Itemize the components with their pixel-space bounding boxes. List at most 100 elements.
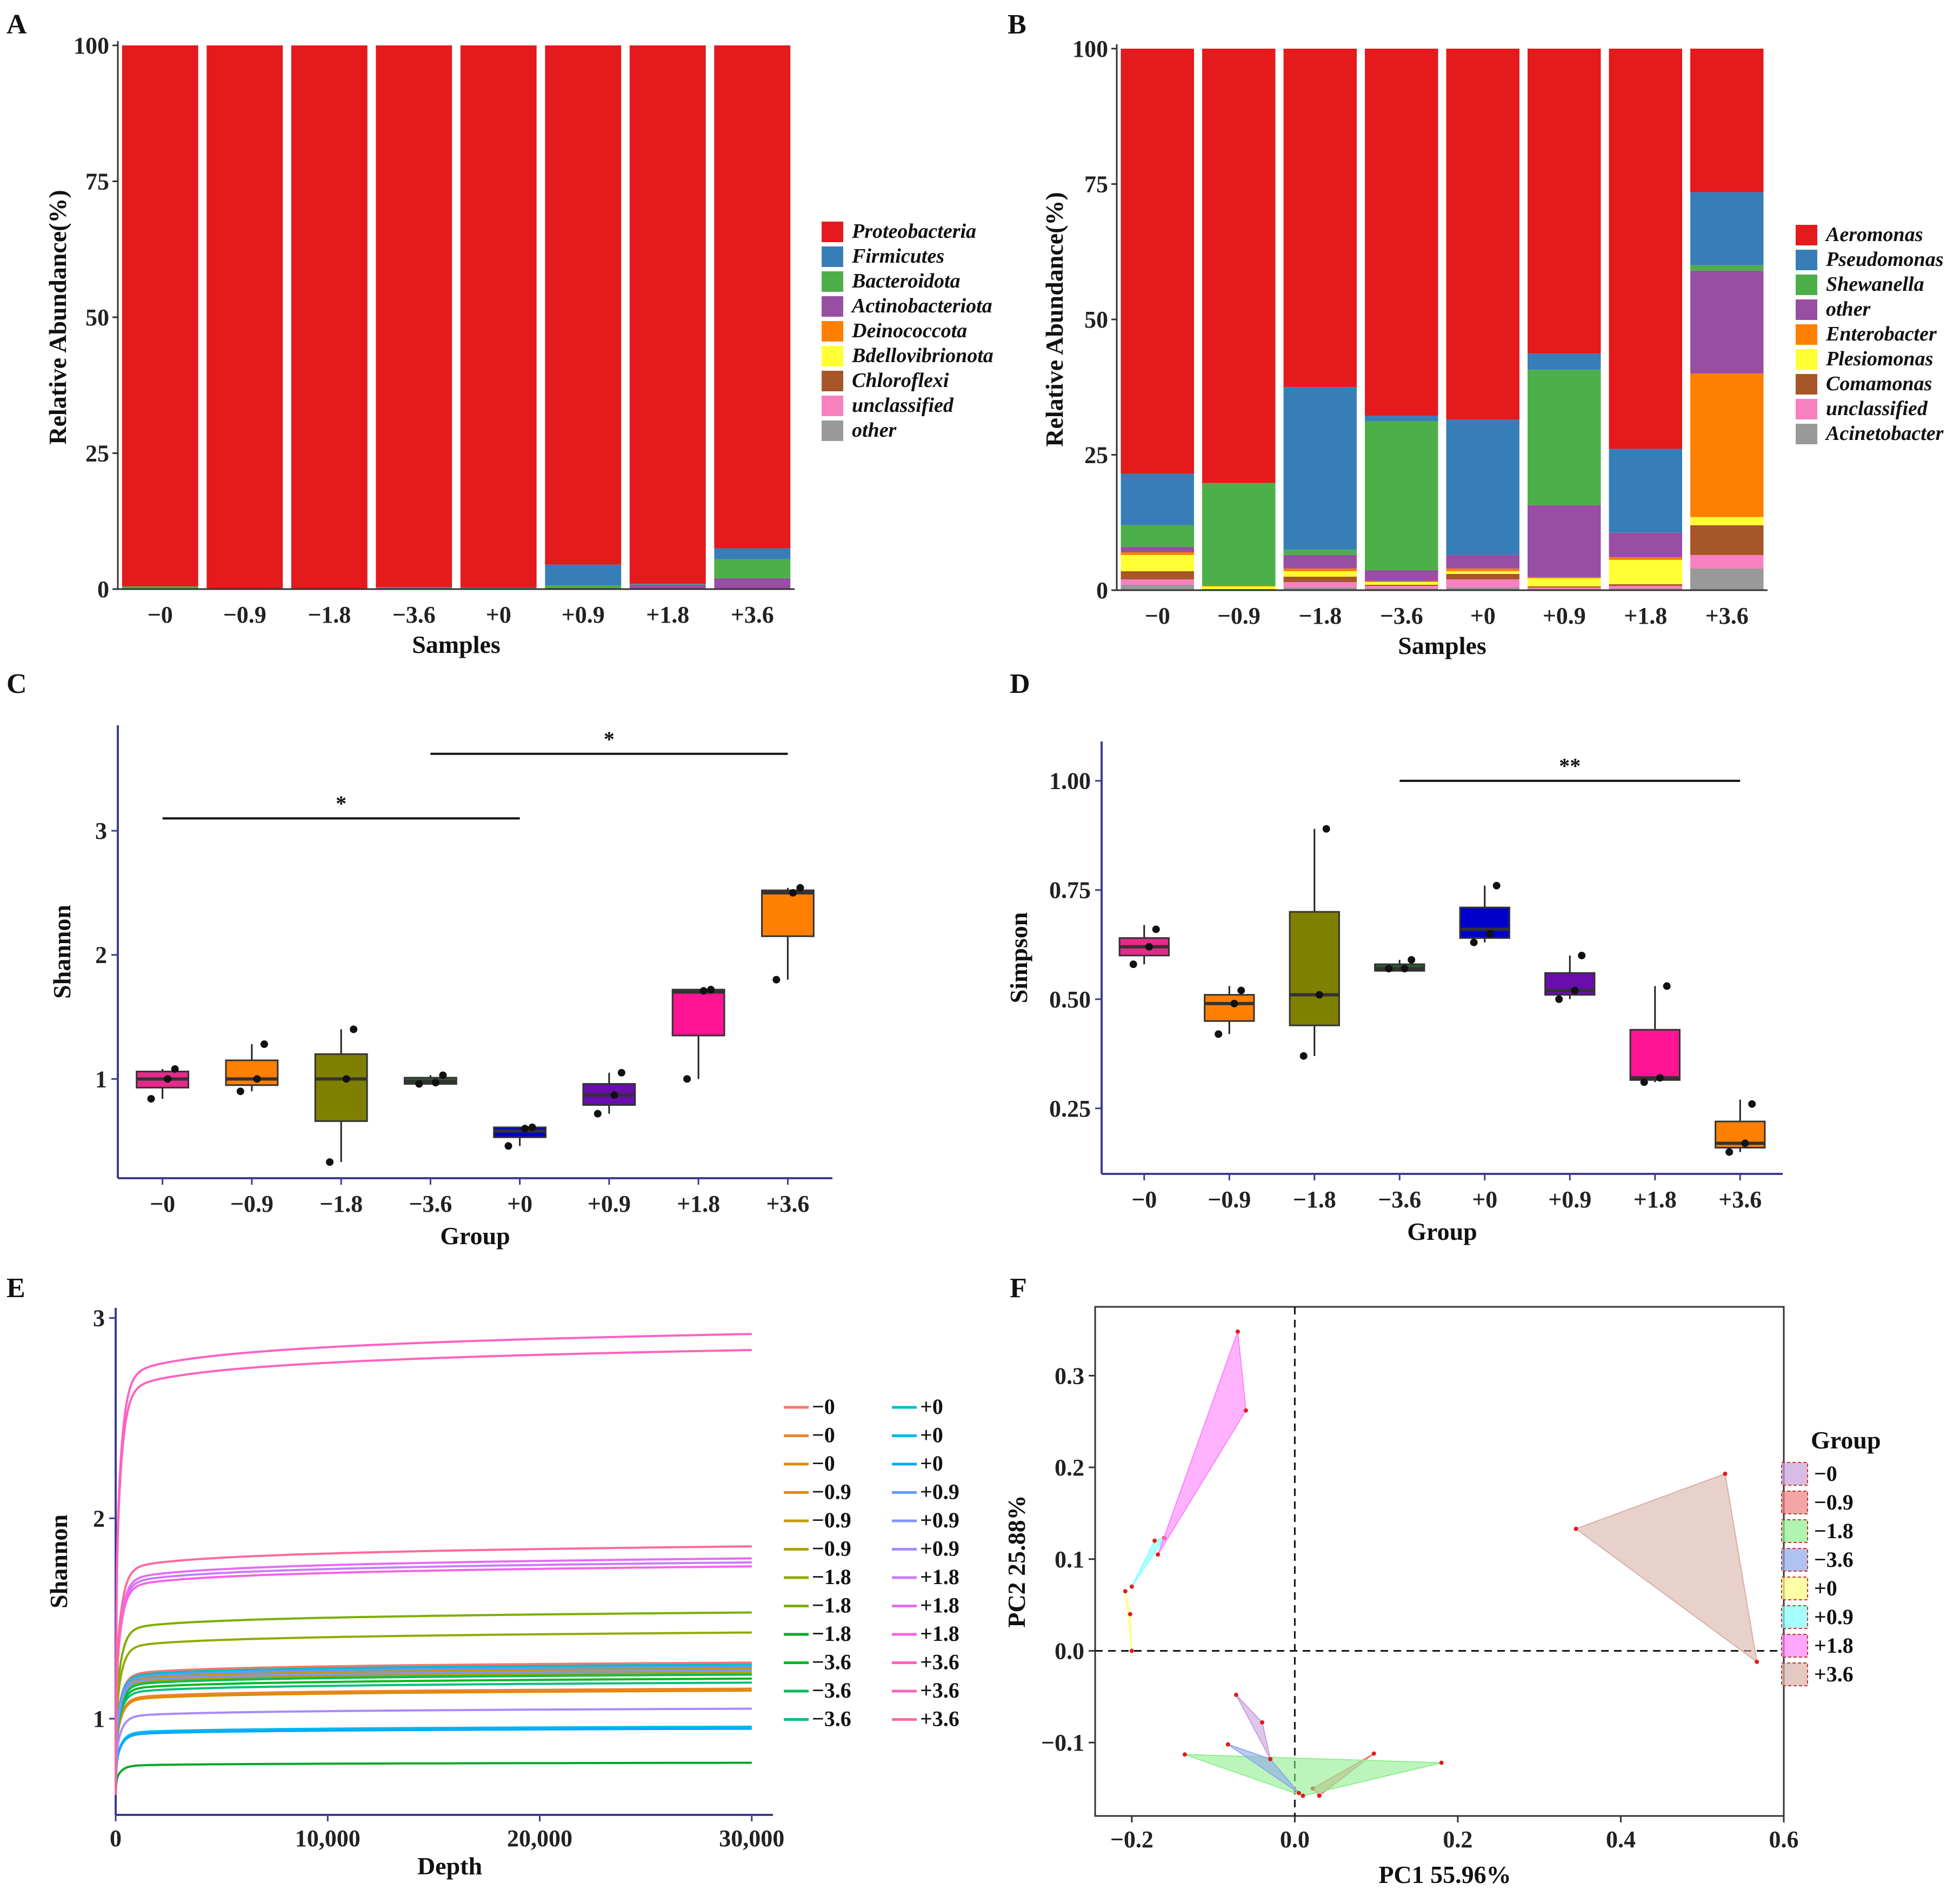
bar-segment-shewanella [1690,265,1764,271]
panel-b: B −0 −0.9 −1.8 −3.6 +0 +0.9 +1.8 +3.6 0 25 50 75 100 S… [1008,9,1944,659]
bar-segment-comamonas [1446,573,1519,579]
y-tick-label: 0 [97,576,109,603]
legend-swatch [822,246,843,267]
panel-a: A −0 −0.9 −1.8 −3.6 +0 +0.9 +1.8 +3.6 0 25 50 75 100 S… [6,9,994,658]
bar-segment-enterobacter [1690,373,1764,517]
x-tick-label: −1.8 [308,602,351,628]
bar-segment-enterobacter [1446,568,1519,571]
x-tick-label: −0.2 [1110,1826,1154,1853]
rarefaction-curve [115,1681,752,1795]
sample-point [1301,1793,1305,1798]
bar-segment-aeromonas [1121,49,1194,474]
bar-segment-pseudomonas [1121,473,1194,525]
rarefaction-curve [115,1671,752,1795]
data-point [1315,991,1323,999]
x-tick-label: 10,000 [295,1825,361,1852]
data-point [1470,938,1478,946]
y-tick-label: 1 [95,1066,107,1092]
x-tick-label: −0 [1145,603,1170,629]
bar-segment-enterobacter [1609,557,1682,560]
significance-label: * [604,727,615,751]
bar-segment-proteobacteria [545,45,622,565]
legend-swatch [1781,1634,1808,1658]
legend-label: Bdellovibrionota [851,344,994,367]
box-body [1629,1029,1681,1081]
sample-point [1317,1793,1322,1798]
data-point [350,1025,358,1033]
box-body [1289,911,1340,1026]
legend-label: +1.8 [1814,1633,1854,1658]
y-tick-label: 2 [95,942,107,969]
data-point [439,1071,447,1079]
y-axis-title: Simpson [1005,912,1032,1004]
legend-label: −0 [812,1451,835,1475]
x-tick-label: 0.4 [1606,1826,1636,1853]
x-tick-label: −0.9 [230,1191,274,1217]
bar-segment-pseudomonas [1609,449,1682,533]
bar-segment-firmicutes [460,587,537,588]
bar-segment-proteobacteria [629,45,706,584]
bar-segment-acinetobacter [1609,588,1682,590]
sample-point [1225,1742,1230,1747]
group-hull [1228,1744,1299,1794]
y-tick-label: 100 [74,32,109,59]
panel-label: E [6,1273,25,1304]
y-tick-label: 0.2 [1055,1454,1084,1481]
bar-segment-aeromonas [1365,49,1438,416]
legend-label: +0.9 [1814,1605,1854,1629]
bar-segment-firmicutes [714,548,791,559]
x-tick-label: +0.9 [562,602,605,628]
legend-label: Chloroflexi [852,369,949,392]
x-tick-label: 0.0 [1280,1826,1310,1853]
data-point [1408,956,1416,964]
legend-label: Deinococcota [851,319,967,342]
panel-c: C 1 2 3 −0 −0.9 −1.8 −3.6 +0 +0.9 +1.8 +3.6 * * Group S… [6,669,832,1250]
y-tick-label: 1.00 [1049,768,1091,794]
panel-f: F −0.1 0.0 0.1 0.2 0.3 −0.2 0.0 0.2 0.4 0.6 PC1 55.… [1003,1273,1881,1888]
x-tick-label: −0 [150,1191,175,1217]
legend-swatch [1796,299,1817,320]
legend-label: other [852,419,897,442]
bar-segment-other [1690,270,1764,374]
legend-label: +1.8 [920,1621,959,1646]
y-tick-label: 75 [85,169,109,195]
legend-label: Actinobacteriota [851,295,992,317]
legend-label: −3.6 [1814,1547,1854,1572]
x-axis-title: Depth [417,1852,482,1880]
legend-swatch [822,371,843,391]
rarefaction-curve [115,1707,752,1795]
sample-point [1439,1760,1444,1765]
rarefaction-curve [115,1661,752,1795]
box-body [761,889,815,937]
rarefaction-curve [115,1545,752,1795]
legend-label: unclassified [1826,397,1928,420]
sample-point [1723,1471,1728,1476]
x-tick-label: +0.9 [1543,603,1586,629]
bar-segment-aeromonas [1283,49,1357,388]
bar-segment-shewanella [1283,549,1357,555]
data-point [594,1110,602,1118]
legend-swatch [1781,1491,1808,1514]
data-point [1555,995,1563,1003]
sample-point [1755,1659,1759,1664]
x-tick-label: +1.8 [1634,1186,1677,1213]
legend-swatch [1796,399,1817,419]
data-point [683,1075,691,1083]
data-point [1299,1052,1308,1060]
x-tick-label: +3.6 [1705,603,1749,629]
bar-segment-aeromonas [1446,49,1519,420]
data-point [699,987,708,995]
sample-point [1296,1791,1301,1795]
legend-swatch [1796,374,1817,395]
bar-segment-unclassified [1528,587,1601,589]
x-tick-label: +0.9 [1548,1186,1591,1213]
sample-point [1371,1751,1376,1756]
bar-segment-shewanella [1202,483,1276,586]
x-tick-label: −3.6 [1378,1186,1421,1213]
sample-point [1128,1612,1132,1617]
legend-label: Plesiomonas [1825,348,1933,370]
legend-swatch [1781,1462,1808,1486]
legend-label: −0 [1814,1461,1837,1486]
sample-point [1260,1720,1265,1725]
data-point [504,1142,512,1150]
